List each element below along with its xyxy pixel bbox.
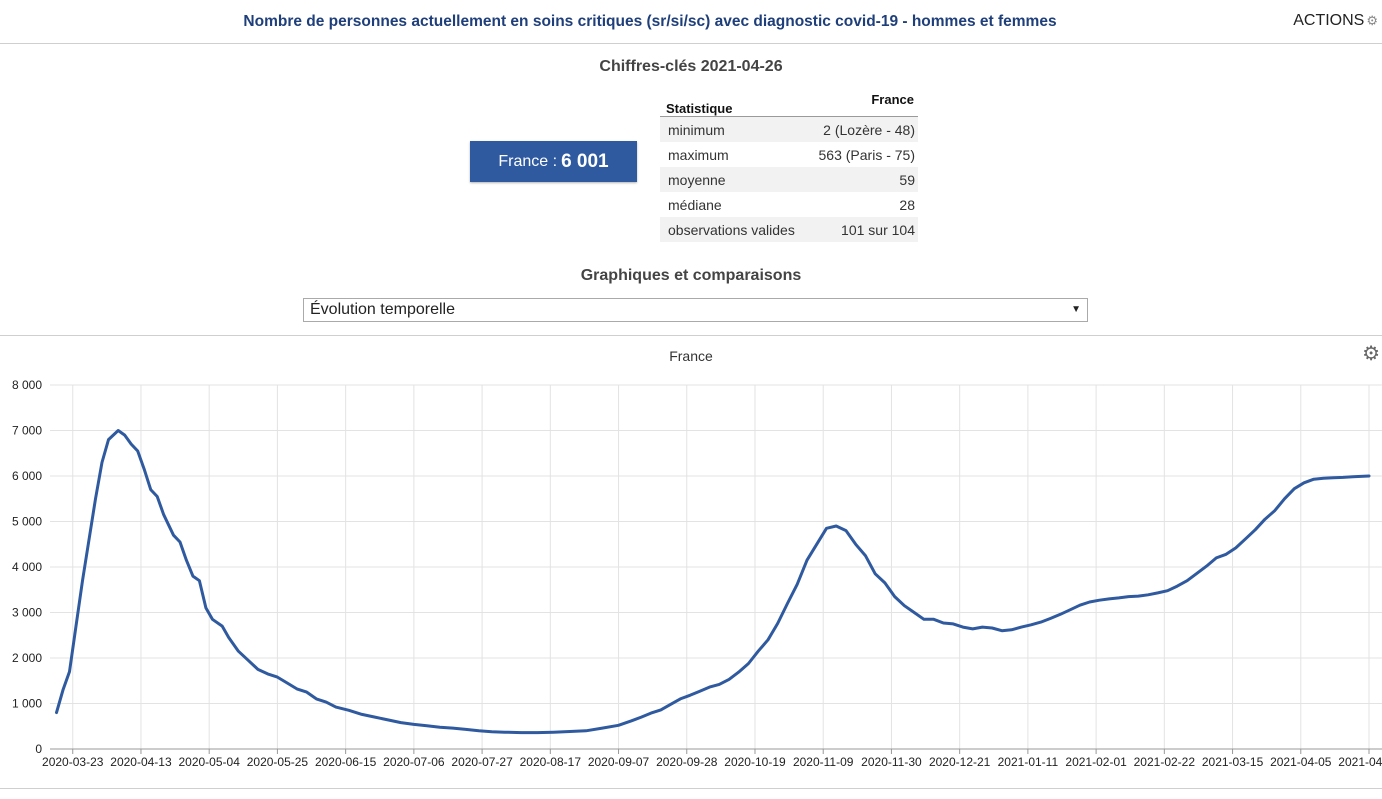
x-tick-label: 2021-02-22 bbox=[1134, 755, 1196, 769]
chart-panel: France ⚙ 0 1 000 2 000 3 000 4 000 5 000 6 000… bbox=[0, 335, 1382, 789]
x-tick-label: 2020-03-23 bbox=[42, 755, 104, 769]
table-row: minimum 2 (Lozère - 48) bbox=[660, 116, 918, 142]
x-tick-label: 2020-12-21 bbox=[929, 755, 991, 769]
x-tick-label: 2021-02-01 bbox=[1065, 755, 1127, 769]
row-label: médiane bbox=[668, 196, 722, 213]
row-value: 101 sur 104 bbox=[804, 217, 918, 242]
row-value: 2 (Lozère - 48) bbox=[804, 116, 918, 142]
x-tick-label: 2020-07-06 bbox=[383, 755, 445, 769]
row-label: minimum bbox=[660, 116, 805, 142]
row-value: 28 bbox=[899, 196, 915, 213]
graphs-section-title: Graphiques et comparaisons bbox=[580, 267, 802, 284]
table-row: médiane 28 bbox=[660, 192, 918, 217]
table-row: maximum 563 (Paris - 75) bbox=[660, 142, 918, 167]
x-tick-label: 2020-10-19 bbox=[724, 755, 786, 769]
row-label: maximum bbox=[668, 146, 729, 163]
kpi-value: 6 001 bbox=[561, 150, 609, 172]
caret-down-icon: ▼ bbox=[1071, 304, 1081, 315]
row-value: 563 (Paris - 75) bbox=[818, 146, 915, 163]
chart-title: France bbox=[669, 348, 713, 364]
row-value: 59 bbox=[804, 167, 918, 192]
y-tick-label: 6 000 bbox=[12, 469, 42, 483]
y-tick-label: 0 bbox=[35, 742, 42, 756]
row-label: observations valides bbox=[660, 217, 805, 242]
x-tick-label: 2020-08-17 bbox=[520, 755, 582, 769]
y-tick-label: 5 000 bbox=[12, 515, 42, 529]
table-row: moyenne 59 bbox=[660, 167, 918, 192]
y-tick-label: 2 000 bbox=[12, 651, 42, 665]
actions-label: ACTIONS bbox=[1293, 12, 1365, 29]
page-title: Nombre de personnes actuellement en soin… bbox=[243, 13, 1057, 30]
x-tick-label: 2021-04-26 bbox=[1338, 755, 1382, 769]
table-row: observations valides 101 sur 104 bbox=[660, 217, 918, 242]
row-label: moyenne bbox=[660, 167, 805, 192]
x-tick-label: 2020-09-07 bbox=[588, 755, 650, 769]
kpi-label: France : bbox=[498, 152, 558, 170]
series-line-france bbox=[55, 429, 1371, 735]
x-tick-label: 2020-05-04 bbox=[178, 755, 240, 769]
france-kpi-badge: France : 6 001 bbox=[470, 141, 637, 182]
x-tick-label: 2020-09-28 bbox=[656, 755, 718, 769]
key-figures-table: Statistique France minimum 2 (Lozère - 4… bbox=[660, 90, 918, 242]
actions-menu-button[interactable]: ACTIONS ⚙ bbox=[1293, 12, 1382, 30]
gear-icon: ⚙ bbox=[1366, 13, 1378, 28]
key-figures-title: Chiffres-clés 2021-04-26 bbox=[599, 58, 783, 75]
x-tick-label: 2020-07-27 bbox=[451, 755, 513, 769]
top-bar: Nombre de personnes actuellement en soin… bbox=[0, 0, 1382, 44]
x-tick-label: 2021-04-05 bbox=[1270, 755, 1332, 769]
table-header-france: France bbox=[804, 90, 918, 117]
line-chart: 0 1 000 2 000 3 000 4 000 5 000 6 000 7 000 8 00… bbox=[12, 378, 1382, 769]
x-tick-label: 2020-04-13 bbox=[110, 755, 172, 769]
y-tick-label: 7 000 bbox=[12, 424, 42, 438]
y-tick-label: 4 000 bbox=[12, 560, 42, 574]
view-select-value: Évolution temporelle bbox=[310, 301, 455, 318]
table-header-statistic: Statistique bbox=[660, 90, 805, 117]
x-tick-label: 2020-06-15 bbox=[315, 755, 377, 769]
x-tick-label: 2021-03-15 bbox=[1202, 755, 1264, 769]
x-tick-label: 2021-01-11 bbox=[998, 755, 1059, 769]
y-tick-label: 1 000 bbox=[12, 697, 42, 711]
x-tick-label: 2020-11-30 bbox=[861, 755, 922, 769]
x-tick-label: 2020-11-09 bbox=[793, 755, 854, 769]
view-select[interactable]: Évolution temporelle ▼ bbox=[303, 298, 1088, 322]
gear-icon[interactable]: ⚙ bbox=[1362, 343, 1380, 365]
y-tick-label: 8 000 bbox=[12, 378, 42, 392]
x-tick-label: 2020-05-25 bbox=[247, 755, 309, 769]
y-tick-label: 3 000 bbox=[12, 606, 42, 620]
